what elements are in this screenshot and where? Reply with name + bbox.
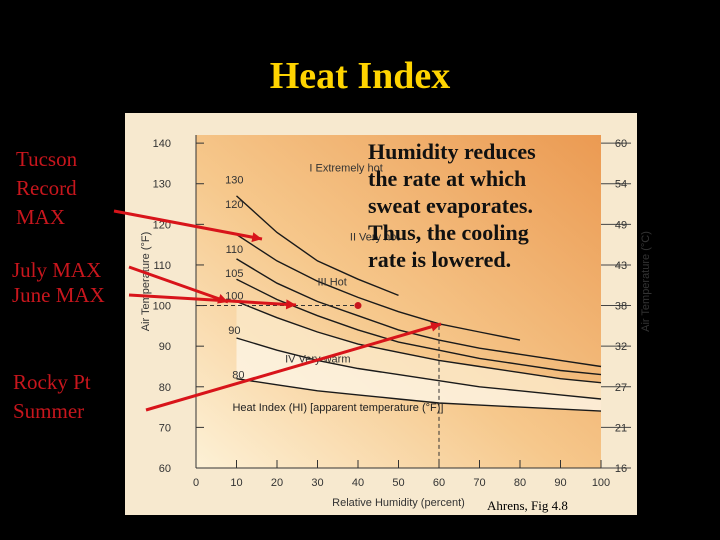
hi-curve-105 (236, 278, 602, 376)
x-tick-label: 20 (271, 477, 283, 489)
hi-curve-100 (236, 300, 602, 384)
arrow-june-max (128, 293, 297, 310)
y-right-tick-label: 38 (615, 301, 627, 313)
x-tick-label: 80 (514, 477, 526, 489)
x-tick-label: 50 (392, 477, 404, 489)
y-right-tick-label: 60 (615, 138, 627, 150)
arrow-head (285, 299, 296, 310)
x-axis-title: Relative Humidity (percent) (332, 497, 465, 509)
zone-label: I Extremely hot (309, 163, 382, 175)
label-line: Rocky Pt (13, 370, 91, 394)
y-right-tick-label: 21 (615, 422, 627, 434)
x-tick-label: 100 (592, 477, 610, 489)
y-tick-label: 100 (153, 301, 171, 313)
label-line: June MAX (12, 283, 105, 307)
arrow-head (430, 321, 441, 332)
label-line: July MAX (12, 258, 102, 282)
hi-label: 130 (225, 175, 243, 187)
x-tick-label: 0 (193, 477, 199, 489)
plot-area (196, 135, 601, 468)
y-tick-label: 80 (159, 382, 171, 394)
note-line: Humidity reduces (368, 139, 536, 164)
arrow-shaft (113, 209, 263, 241)
figure-credit: Ahrens, Fig 4.8 (487, 498, 568, 513)
y-axis-title-right: Air Temperature (°C) (640, 231, 652, 332)
note-line: Thus, the cooling (368, 220, 529, 245)
note-line: rate is lowered. (368, 247, 512, 272)
label-line: MAX (16, 205, 66, 229)
y-right-tick-label: 43 (615, 260, 627, 272)
x-tick-label: 90 (554, 477, 566, 489)
arrow-head (251, 232, 262, 243)
hi-curve-120 (236, 233, 521, 341)
y-axis-title: Air Temperature (°F) (140, 232, 152, 332)
label-july-june-max: July MAX June MAX (12, 258, 105, 308)
y-tick-label: 90 (159, 341, 171, 353)
y-tick-label: 130 (153, 179, 171, 191)
hi-label: 110 (226, 244, 244, 256)
y-tick-label: 140 (153, 138, 171, 150)
arrow-shaft (128, 293, 297, 307)
zone-label: III Hot (318, 276, 347, 288)
y-right-tick-label: 32 (615, 341, 627, 353)
hi-label: 120 (225, 199, 243, 211)
x-tick-label: 70 (473, 477, 485, 489)
hi-label: 80 (232, 370, 244, 382)
humidity-note: Humidity reduces the rate at which sweat… (368, 138, 568, 273)
label-rocky-pt-summer: Rocky Pt Summer (13, 368, 91, 426)
x-tick-label: 30 (311, 477, 323, 489)
hi-curve-90 (236, 337, 602, 400)
y-tick-label: 110 (153, 260, 171, 272)
note-line: the rate at which (368, 166, 527, 191)
label-line: Tucson (16, 147, 78, 171)
zone-band (236, 338, 601, 412)
slide-title: Heat Index (269, 55, 451, 97)
hi-label: 90 (228, 325, 240, 337)
label-line: Summer (13, 399, 85, 423)
note-line: sweat evaporates. (368, 193, 533, 218)
arrow-rocky-pt (145, 321, 442, 412)
reference-point (354, 302, 362, 310)
hi-label: 100 (225, 290, 243, 302)
y-tick-label: 70 (159, 422, 171, 434)
label-line: Record (16, 176, 77, 200)
zone-band (236, 301, 601, 399)
y-right-tick-label: 27 (615, 382, 627, 394)
y-right-tick-label: 54 (615, 179, 627, 191)
hi-label: 105 (225, 268, 243, 280)
hi-curve-110 (236, 258, 602, 368)
hi-curve-80 (236, 378, 602, 412)
y-right-tick-label: 16 (615, 463, 627, 475)
arrow-shaft (145, 322, 442, 412)
hi-curve-130 (236, 195, 399, 297)
y-right-tick-label: 49 (615, 219, 627, 231)
label-tucson-record-max: Tucson Record MAX (16, 145, 77, 232)
chart-legend: Heat Index (HI) [apparent temperature (°… (232, 402, 443, 414)
arrow-tucson (113, 209, 263, 243)
x-tick-label: 60 (433, 477, 445, 489)
x-tick-label: 10 (230, 477, 242, 489)
y-tick-label: 60 (159, 463, 171, 475)
zone-label: II Very hot (350, 232, 400, 244)
x-tick-label: 40 (352, 477, 364, 489)
arrow-shaft (128, 265, 229, 304)
